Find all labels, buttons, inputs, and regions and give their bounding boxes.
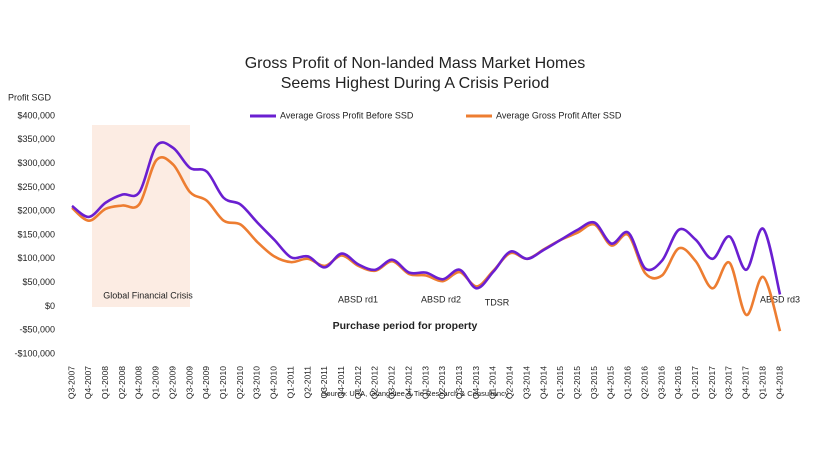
x-tick-label: Q2-2014 [505, 366, 515, 399]
x-axis-label: Purchase period for property [333, 320, 478, 332]
x-tick-label: Q4-2018 [774, 366, 784, 399]
x-tick-label: Q4-2013 [471, 366, 481, 399]
series-line [71, 156, 782, 332]
x-tick-label: Q1-2012 [353, 366, 363, 399]
annotation: ABSD rd1 [338, 294, 378, 304]
x-tick-label: Q2-2017 [707, 366, 717, 399]
x-tick-label: Q3-2007 [66, 366, 76, 399]
x-tick-label: Q3-2012 [387, 366, 397, 399]
x-tick-label: Q2-2008 [117, 366, 127, 399]
y-axis-label: Profit SGD [8, 92, 52, 102]
x-tick-label: Q1-2008 [100, 366, 110, 399]
x-tick-label: Q3-2015 [589, 366, 599, 399]
x-tick-label: Q3-2014 [521, 366, 531, 399]
y-tick-label: $250,000 [17, 182, 55, 192]
crisis-band [92, 125, 190, 307]
x-tick-label: Q3-2017 [724, 366, 734, 399]
x-tick-label: Q4-2014 [538, 366, 548, 399]
x-tick-label: Q1-2016 [623, 366, 633, 399]
legend-label: Average Gross Profit Before SSD [280, 110, 414, 120]
x-tick-label: Q4-2017 [741, 366, 751, 399]
x-tick-label: Q1-2018 [757, 366, 767, 399]
annotation: ABSD rd3 [760, 294, 800, 304]
x-tick-label: Q2-2015 [572, 366, 582, 399]
x-tick-label: Q1-2010 [218, 366, 228, 399]
x-tick-label: Q3-2009 [184, 366, 194, 399]
source: Source: URA, Orangetee & Tie Research & … [321, 389, 508, 398]
x-tick-label: Q1-2015 [555, 366, 565, 399]
x-tick-label: Q4-2007 [83, 366, 93, 399]
y-tick-label: $400,000 [17, 110, 55, 120]
x-tick-label: Q2-2016 [639, 366, 649, 399]
annotation: Global Financial Crisis [103, 290, 193, 300]
y-tick-label: $150,000 [17, 229, 55, 239]
series-line [71, 141, 782, 295]
x-tick-label: Q2-2011 [302, 366, 312, 399]
x-tick-label: Q4-2010 [269, 366, 279, 399]
y-tick-label: $300,000 [17, 158, 55, 168]
annotation: ABSD rd2 [421, 294, 461, 304]
y-tick-label: $350,000 [17, 134, 55, 144]
x-tick-label: Q4-2015 [606, 366, 616, 399]
legend-label: Average Gross Profit After SSD [496, 110, 622, 120]
x-tick-label: Q1-2013 [420, 366, 430, 399]
annotation: TDSR [485, 297, 510, 307]
y-tick-label: $0 [45, 301, 55, 311]
chart-title: Seems Highest During A Crisis Period [281, 75, 550, 92]
y-tick-label: -$50,000 [19, 325, 55, 335]
x-tick-label: Q1-2014 [488, 366, 498, 399]
x-tick-label: Q2-2012 [370, 366, 380, 399]
y-tick-label: $100,000 [17, 253, 55, 263]
x-tick-label: Q2-2009 [167, 366, 177, 399]
y-tick-label: -$100,000 [14, 348, 55, 358]
y-tick-label: $200,000 [17, 206, 55, 216]
x-tick-label: Q2-2013 [437, 366, 447, 399]
x-tick-label: Q4-2011 [336, 366, 346, 399]
x-tick-label: Q3-2011 [319, 366, 329, 399]
x-tick-label: Q4-2016 [673, 366, 683, 399]
x-tick-label: Q2-2010 [235, 366, 245, 399]
chart-title: Gross Profit of Non-landed Mass Market H… [245, 55, 586, 72]
x-tick-label: Q3-2010 [252, 366, 262, 399]
x-tick-label: Q3-2013 [454, 366, 464, 399]
x-tick-label: Q1-2017 [690, 366, 700, 399]
y-tick-label: $50,000 [22, 277, 55, 287]
x-tick-label: Q1-2011 [285, 366, 295, 399]
x-tick-label: Q4-2008 [134, 366, 144, 399]
x-tick-label: Q4-2009 [201, 366, 211, 399]
x-tick-label: Q1-2009 [151, 366, 161, 399]
x-tick-label: Q4-2012 [403, 366, 413, 399]
x-tick-label: Q3-2016 [656, 366, 666, 399]
